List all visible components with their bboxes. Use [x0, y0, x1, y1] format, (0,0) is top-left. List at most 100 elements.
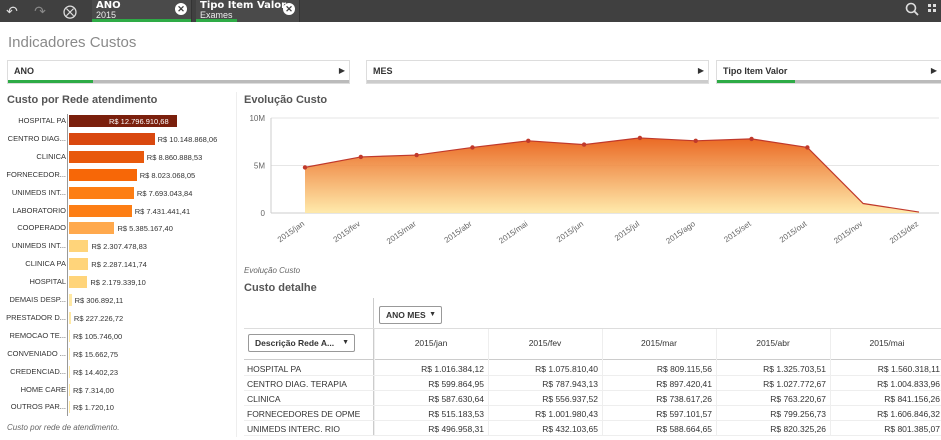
bar[interactable] — [69, 401, 70, 414]
close-icon[interactable]: ✕ — [175, 3, 187, 15]
close-icon[interactable]: ✕ — [283, 3, 295, 15]
column-header[interactable]: 2015/abr — [756, 338, 790, 348]
bar[interactable] — [69, 347, 70, 360]
table-cell: R$ 496.958,31 — [428, 424, 484, 434]
table-row[interactable]: FORNECEDORES DE OPME R$ 515.183,53 R$ 1.00… — [244, 407, 941, 421]
bar-value-label: R$ 2.307.478,83 — [91, 242, 147, 252]
bar[interactable] — [69, 168, 137, 181]
chevron-right-icon: ▶ — [930, 66, 937, 75]
column-header[interactable]: 2015/jan — [414, 338, 448, 348]
bar-category-label: CLINICA PA — [25, 259, 66, 269]
bar-category-label: HOME CARE — [20, 384, 66, 394]
bar-value-label: R$ 1.720,10 — [73, 403, 114, 413]
bar-category-label: OUTROS PAR... — [10, 402, 66, 412]
table-cell: R$ 1.001.980,43 — [535, 409, 598, 419]
evolucao-area-chart[interactable]: 0 5M 10M 2015/jan 2015/fev 2015/mar 2015/abr 20… — [241, 106, 941, 271]
table-cell: R$ 1.004.833,96 — [877, 379, 940, 389]
caret-down-icon: ▼ — [342, 339, 349, 346]
table-cell: R$ 1.016.384,12 — [421, 364, 484, 374]
bar[interactable] — [69, 204, 132, 217]
bar[interactable] — [69, 258, 89, 271]
dimension-dropdown-descricao-rede[interactable]: Descrição Rede A... ▼ — [248, 334, 355, 352]
selection-chip-ano[interactable]: ANO 2015 ✕ — [92, 0, 192, 22]
bar[interactable] — [69, 383, 70, 396]
panel-title-detalhe: Custo detalhe — [244, 282, 317, 294]
y-tick-label: 0 — [261, 209, 266, 218]
x-tick-label: 2015/mai — [497, 219, 529, 245]
bar[interactable] — [69, 186, 134, 199]
panel-footnote: Custo por rede de atendimento. — [7, 423, 120, 432]
column-separator — [602, 329, 603, 436]
column-header[interactable]: 2015/mai — [869, 338, 905, 348]
selection-value: 2015 — [96, 10, 117, 20]
x-tick-label: 2015/jun — [555, 219, 585, 244]
bar[interactable] — [69, 150, 144, 163]
x-tick-label: 2015/out — [778, 219, 809, 245]
selection-value: Exames — [200, 10, 233, 20]
bar-value-label: R$ 2.179.339,10 — [90, 278, 146, 288]
table-cell: R$ 763.220,67 — [770, 394, 826, 404]
panel-title-evolucao: Evolução Custo — [244, 94, 328, 106]
search-icon[interactable] — [902, 2, 922, 20]
x-tick-label: 2015/fev — [332, 219, 362, 244]
bar-category-label: FORNECEDOR... — [6, 169, 66, 179]
table-cell: R$ 1.027.772,67 — [763, 379, 826, 389]
bar-value-label: R$ 7.314,00 — [73, 385, 114, 395]
bar[interactable] — [69, 222, 115, 235]
data-point[interactable] — [749, 136, 754, 142]
bar[interactable] — [69, 115, 177, 127]
filter-label: Tipo Item Valor — [723, 66, 788, 76]
area-fill[interactable] — [305, 137, 919, 213]
table-row[interactable]: CLINICA R$ 587.630,64 R$ 556.937,52 R$ 738.… — [244, 392, 941, 406]
bar-category-label: CLINICA — [36, 151, 66, 161]
data-point[interactable] — [302, 165, 308, 170]
caret-down-icon: ▼ — [429, 311, 436, 318]
data-point[interactable] — [414, 152, 419, 158]
bar[interactable] — [69, 132, 155, 145]
table-header-line — [244, 359, 941, 360]
selection-state-bar — [717, 80, 941, 83]
bar-value-label: R$ 12.796.910,68 — [109, 117, 169, 126]
table-cell: R$ 1.075.810,40 — [535, 364, 598, 374]
column-header[interactable]: 2015/mar — [641, 338, 677, 348]
selection-indicator — [92, 19, 191, 22]
axis-line — [67, 114, 68, 416]
dropdown-label: Descrição Rede A... — [255, 338, 335, 348]
table-row[interactable]: UNIMEDS INTERC. RIO R$ 496.958,31 R$ 432.1… — [244, 422, 941, 436]
data-point[interactable] — [693, 138, 698, 143]
dimension-dropdown-ano-mes[interactable]: ANO MES ▼ — [379, 306, 442, 324]
filter-pane-tipo-item-valor[interactable]: Tipo Item Valor ▶ — [716, 60, 941, 84]
bar[interactable] — [69, 365, 70, 378]
column-separator — [488, 329, 489, 436]
table-cell: R$ 556.937,52 — [542, 394, 598, 404]
bar-category-label: CENTRO DIAG... — [7, 133, 66, 143]
data-point[interactable] — [805, 145, 810, 150]
data-point[interactable] — [470, 145, 475, 150]
selection-indicator — [196, 19, 238, 22]
bar[interactable] — [69, 276, 88, 289]
data-point[interactable] — [637, 135, 643, 141]
x-tick-label: 2015/mar — [385, 219, 418, 246]
data-point[interactable] — [358, 154, 364, 160]
step-forward-icon[interactable]: ↷ — [34, 3, 46, 19]
bar[interactable] — [69, 329, 70, 342]
row-label: CLINICA — [247, 394, 281, 404]
data-point[interactable] — [581, 142, 587, 147]
table-row[interactable]: HOSPITAL PA R$ 1.016.384,12 R$ 1.075.810,4… — [244, 362, 941, 376]
data-point[interactable] — [526, 138, 531, 143]
filter-pane-ano[interactable]: ANO ▶ — [7, 60, 350, 84]
dropdown-label: ANO MES — [386, 310, 426, 320]
bar[interactable] — [69, 294, 72, 306]
selection-chip-tipo-item[interactable]: Tipo Item Valor Exames ✕ — [196, 0, 300, 22]
bar[interactable] — [69, 240, 89, 253]
table-cell: R$ 588.664,65 — [656, 424, 712, 434]
bar-value-label: R$ 227.226,72 — [73, 313, 124, 323]
grid-menu-icon[interactable] — [926, 2, 941, 20]
bar[interactable] — [69, 311, 71, 324]
filter-pane-mes[interactable]: MES ▶ — [366, 60, 709, 84]
clear-selections-icon[interactable]: ⨂ — [63, 3, 77, 19]
table-row[interactable]: CENTRO DIAG. TERAPIA R$ 599.864,95 R$ 787.… — [244, 377, 941, 391]
column-header[interactable]: 2015/fev — [528, 338, 562, 348]
table-cell: R$ 432.103,65 — [542, 424, 598, 434]
step-back-icon[interactable]: ↶ — [6, 3, 18, 19]
